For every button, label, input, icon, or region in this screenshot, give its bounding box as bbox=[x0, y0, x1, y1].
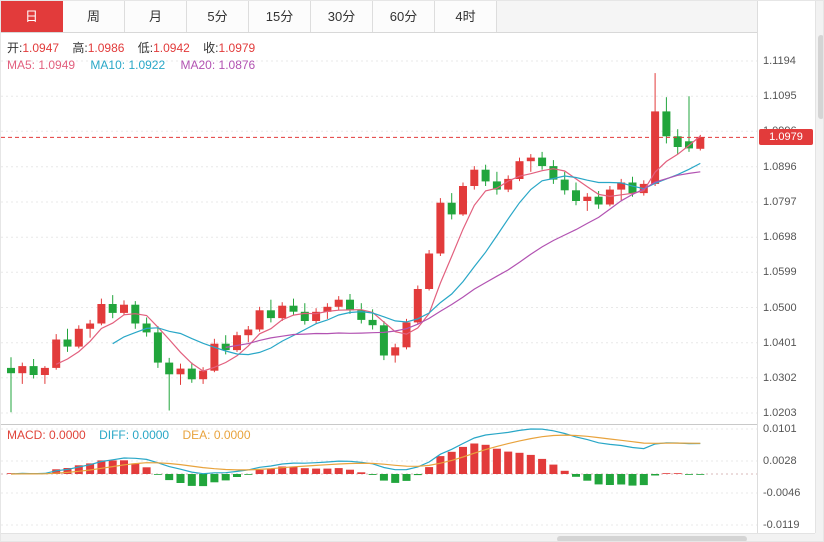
diff-label: DIFF: bbox=[99, 428, 130, 442]
ohlc-info-row: 开:1.0947 高:1.0986 低:1.0942 收:1.0979 bbox=[7, 39, 255, 56]
tab-4时[interactable]: 4时 bbox=[435, 1, 497, 32]
ma10-legend: MA10: 1.0922 bbox=[90, 58, 165, 72]
tab-15分[interactable]: 15分 bbox=[249, 1, 311, 32]
close-value: 1.0979 bbox=[218, 41, 256, 55]
ma5-value: 1.0949 bbox=[38, 58, 76, 72]
tab-月[interactable]: 月 bbox=[125, 1, 187, 32]
tab-周[interactable]: 周 bbox=[63, 1, 125, 32]
candlestick-chart[interactable] bbox=[1, 33, 757, 424]
price-axis-label: 1.0599 bbox=[763, 266, 797, 278]
macd-axis-label: -0.0119 bbox=[763, 519, 800, 531]
period-tabbar: 日周月 5分 15分 30分 60分 4时 bbox=[1, 1, 823, 33]
ma10-value: 1.0922 bbox=[128, 58, 166, 72]
diff-value: 0.0000 bbox=[132, 428, 170, 442]
main-chart-area: 开:1.0947 高:1.0986 低:1.0942 收:1.0979 MA5:… bbox=[1, 33, 757, 424]
price-axis: 1.0979 1.11941.10951.09961.08961.07971.0… bbox=[757, 1, 815, 533]
ma20-value: 1.0876 bbox=[218, 58, 256, 72]
open-label: 开: bbox=[7, 41, 23, 55]
ma5-legend: MA5: 1.0949 bbox=[7, 58, 75, 72]
scrollbar-corner bbox=[815, 533, 823, 541]
price-axis-label: 1.0500 bbox=[763, 302, 797, 314]
price-axis-label: 1.1095 bbox=[763, 90, 797, 102]
macd-axis-label: 0.0028 bbox=[763, 455, 797, 467]
macd-legend-item: MACD: 0.0000 bbox=[7, 428, 86, 442]
price-axis-label: 1.0302 bbox=[763, 372, 797, 384]
macd-panel: MACD: 0.0000 DIFF: 0.0000 DEA: 0.0000 bbox=[1, 425, 757, 533]
price-axis-label: 1.0203 bbox=[763, 407, 797, 419]
low-value: 1.0942 bbox=[153, 41, 190, 55]
dea-legend-item: DEA: 0.0000 bbox=[182, 428, 250, 442]
horizontal-scrollbar-thumb[interactable] bbox=[557, 536, 747, 541]
macd-axis-label: -0.0046 bbox=[763, 487, 801, 499]
low-label: 低: bbox=[137, 41, 154, 55]
tab-30分[interactable]: 30分 bbox=[311, 1, 373, 32]
close-label: 收: bbox=[203, 41, 219, 55]
macd-label: MACD: bbox=[7, 428, 46, 442]
price-axis-label: 1.0797 bbox=[763, 196, 797, 208]
macd-chart[interactable] bbox=[1, 425, 757, 533]
horizontal-scrollbar[interactable] bbox=[1, 533, 815, 541]
dea-label: DEA: bbox=[182, 428, 211, 442]
price-axis-label: 1.0401 bbox=[763, 337, 797, 349]
price-axis-label: 1.0698 bbox=[763, 231, 797, 243]
panel-divider bbox=[1, 424, 823, 425]
tab-60分[interactable]: 60分 bbox=[373, 1, 435, 32]
dea-value: 0.0000 bbox=[213, 428, 251, 442]
diff-legend-item: DIFF: 0.0000 bbox=[99, 428, 169, 442]
price-axis-label: 1.0896 bbox=[763, 161, 797, 173]
tab-日[interactable]: 日 bbox=[1, 1, 63, 32]
ma-legend-row: MA5: 1.0949 MA10: 1.0922 MA20: 1.0876 bbox=[7, 58, 267, 72]
macd-legend-row: MACD: 0.0000 DIFF: 0.0000 DEA: 0.0000 bbox=[7, 428, 261, 442]
macd-axis-label: 0.0101 bbox=[763, 423, 797, 435]
ma20-label: MA20: bbox=[180, 58, 216, 72]
vertical-scrollbar[interactable] bbox=[815, 1, 823, 533]
ma5-label: MA5: bbox=[7, 58, 36, 72]
ma20-legend: MA20: 1.0876 bbox=[180, 58, 255, 72]
macd-value: 0.0000 bbox=[49, 428, 86, 442]
vertical-scrollbar-thumb[interactable] bbox=[818, 35, 823, 119]
price-axis-label: 1.1194 bbox=[763, 55, 796, 67]
open-value: 1.0947 bbox=[22, 41, 60, 55]
tab-5分[interactable]: 5分 bbox=[187, 1, 249, 32]
high-value: 1.0986 bbox=[87, 41, 125, 55]
last-price-badge: 1.0979 bbox=[759, 129, 813, 145]
ma10-label: MA10: bbox=[90, 58, 126, 72]
high-label: 高: bbox=[72, 41, 88, 55]
